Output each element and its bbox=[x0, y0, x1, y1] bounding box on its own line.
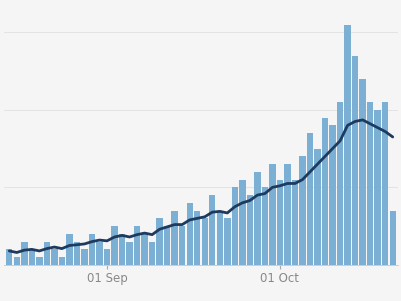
Bar bbox=[291, 180, 298, 265]
Bar bbox=[89, 234, 95, 265]
Bar bbox=[164, 226, 170, 265]
Bar bbox=[246, 195, 253, 265]
Bar bbox=[194, 211, 200, 265]
Bar bbox=[261, 187, 267, 265]
Bar bbox=[306, 133, 312, 265]
Bar bbox=[51, 249, 57, 265]
Bar bbox=[269, 164, 275, 265]
Bar bbox=[389, 211, 395, 265]
Bar bbox=[44, 242, 50, 265]
Bar bbox=[141, 234, 148, 265]
Bar bbox=[111, 226, 117, 265]
Bar bbox=[28, 249, 35, 265]
Bar bbox=[314, 149, 320, 265]
Bar bbox=[216, 211, 223, 265]
Bar bbox=[284, 164, 290, 265]
Bar bbox=[103, 249, 110, 265]
Bar bbox=[21, 242, 27, 265]
Bar bbox=[96, 242, 102, 265]
Bar bbox=[336, 102, 342, 265]
Bar bbox=[209, 195, 215, 265]
Bar bbox=[36, 257, 43, 265]
Bar bbox=[201, 218, 207, 265]
Bar bbox=[239, 180, 245, 265]
Bar bbox=[134, 226, 140, 265]
Bar bbox=[224, 218, 230, 265]
Bar bbox=[344, 25, 350, 265]
Bar bbox=[178, 226, 185, 265]
Bar bbox=[6, 249, 12, 265]
Bar bbox=[119, 234, 125, 265]
Bar bbox=[381, 102, 387, 265]
Bar bbox=[171, 211, 177, 265]
Bar bbox=[366, 102, 373, 265]
Bar bbox=[81, 249, 87, 265]
Bar bbox=[66, 234, 73, 265]
Bar bbox=[299, 156, 305, 265]
Bar bbox=[186, 203, 192, 265]
Bar bbox=[148, 242, 155, 265]
Bar bbox=[73, 242, 80, 265]
Bar bbox=[328, 125, 335, 265]
Bar bbox=[321, 118, 328, 265]
Bar bbox=[126, 242, 132, 265]
Bar bbox=[156, 218, 162, 265]
Bar bbox=[374, 110, 380, 265]
Bar bbox=[253, 172, 260, 265]
Bar bbox=[231, 187, 237, 265]
Bar bbox=[14, 257, 20, 265]
Bar bbox=[276, 180, 282, 265]
Bar bbox=[59, 257, 65, 265]
Bar bbox=[351, 56, 357, 265]
Bar bbox=[358, 79, 365, 265]
